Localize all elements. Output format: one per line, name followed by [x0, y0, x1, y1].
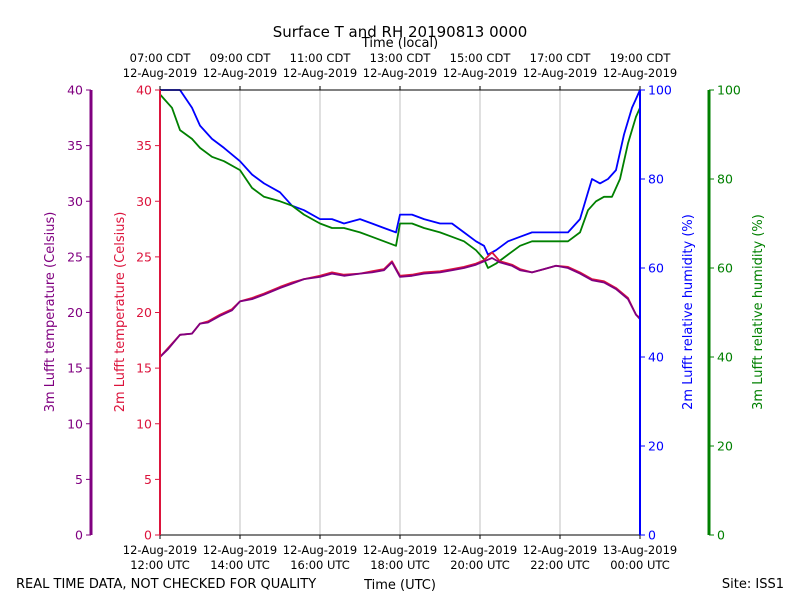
bottom-tick-date: 12-Aug-2019 — [443, 543, 517, 557]
t2m-tick-label: 35 — [136, 138, 152, 153]
rh2m-tick-label: 20 — [648, 439, 664, 454]
t2m-tick-label: 25 — [136, 249, 152, 264]
series-layer — [159, 89, 641, 358]
bottom-tick-date: 13-Aug-2019 — [603, 543, 677, 557]
t3m-tick-label: 25 — [67, 249, 83, 264]
rh3m-tick-label: 20 — [717, 439, 733, 454]
top-tick-time: 13:00 CDT — [370, 51, 432, 65]
bottom-tick-time: 14:00 UTC — [210, 558, 270, 572]
rh3m-tick-label: 100 — [717, 83, 741, 98]
quality-disclaimer: REAL TIME DATA, NOT CHECKED FOR QUALITY — [16, 577, 316, 592]
rh2m-tick-label: 80 — [648, 172, 664, 187]
rh2m-tick-label: 0 — [648, 528, 656, 543]
top-tick-time: 19:00 CDT — [610, 51, 672, 65]
bottom-tick-date: 12-Aug-2019 — [203, 543, 277, 557]
series-line-rh3m — [159, 93, 641, 269]
t3m-tick-label: 20 — [67, 305, 83, 320]
t2m-axis-label: 2m Lufft temperature (Celsius) — [113, 212, 128, 413]
rh3m-tick-label: 60 — [717, 261, 733, 276]
t2m-tick-label: 15 — [136, 361, 152, 376]
bottom-tick-time: 22:00 UTC — [530, 558, 590, 572]
top-tick-time: 15:00 CDT — [450, 51, 512, 65]
t2m-tick-label: 40 — [136, 83, 152, 98]
bottom-tick-time: 00:00 UTC — [610, 558, 670, 572]
t3m-tick-label: 15 — [67, 361, 83, 376]
bottom-tick-time: 18:00 UTC — [370, 558, 430, 572]
bottom-axis-label: Time (UTC) — [363, 578, 436, 593]
series-line-t3m — [159, 257, 641, 358]
t2m-tick-label: 20 — [136, 305, 152, 320]
top-tick-date: 12-Aug-2019 — [283, 66, 357, 80]
top-tick-date: 12-Aug-2019 — [443, 66, 517, 80]
top-tick-date: 12-Aug-2019 — [523, 66, 597, 80]
bottom-tick-date: 12-Aug-2019 — [523, 543, 597, 557]
top-tick-date: 12-Aug-2019 — [123, 66, 197, 80]
bottom-tick-time: 20:00 UTC — [450, 558, 510, 572]
grid-layer — [239, 90, 561, 535]
top-tick-time: 17:00 CDT — [530, 51, 592, 65]
t3m-axis-label: 3m Lufft temperature (Celsius) — [43, 212, 58, 413]
site-label: Site: ISS1 — [722, 577, 784, 592]
series-line-rh2m — [160, 89, 641, 256]
top-axis-label: Time (local) — [361, 36, 438, 51]
rh2m-tick-label: 60 — [648, 261, 664, 276]
bottom-tick-date: 12-Aug-2019 — [123, 543, 197, 557]
t3m-tick-label: 40 — [67, 83, 83, 98]
t2m-tick-label: 30 — [136, 194, 152, 209]
top-tick-time: 09:00 CDT — [210, 51, 272, 65]
t2m-tick-label: 10 — [136, 416, 152, 431]
rh3m-axis-label: 3m Lufft relative humidity (%) — [751, 214, 766, 410]
top-tick-date: 12-Aug-2019 — [603, 66, 677, 80]
rh3m-tick-label: 80 — [717, 172, 733, 187]
t3m-tick-label: 35 — [67, 138, 83, 153]
chart-title: Surface T and RH 20190813 0000 — [273, 23, 528, 41]
t3m-tick-label: 0 — [75, 528, 83, 543]
t3m-tick-label: 30 — [67, 194, 83, 209]
top-tick-date: 12-Aug-2019 — [203, 66, 277, 80]
rh2m-tick-label: 100 — [648, 83, 672, 98]
bottom-tick-date: 12-Aug-2019 — [283, 543, 357, 557]
rh2m-tick-label: 40 — [648, 350, 664, 365]
bottom-tick-time: 12:00 UTC — [130, 558, 190, 572]
bottom-tick-time: 16:00 UTC — [290, 558, 350, 572]
top-tick-time: 07:00 CDT — [130, 51, 192, 65]
rh2m-axis-label: 2m Lufft relative humidity (%) — [681, 214, 696, 410]
t3m-tick-label: 10 — [67, 416, 83, 431]
t2m-tick-label: 0 — [144, 528, 152, 543]
t3m-tick-label: 5 — [75, 472, 83, 487]
top-tick-time: 11:00 CDT — [290, 51, 352, 65]
rh3m-tick-label: 40 — [717, 350, 733, 365]
bottom-tick-date: 12-Aug-2019 — [363, 543, 437, 557]
top-tick-date: 12-Aug-2019 — [363, 66, 437, 80]
t2m-tick-label: 5 — [144, 472, 152, 487]
rh3m-tick-label: 0 — [717, 528, 725, 543]
